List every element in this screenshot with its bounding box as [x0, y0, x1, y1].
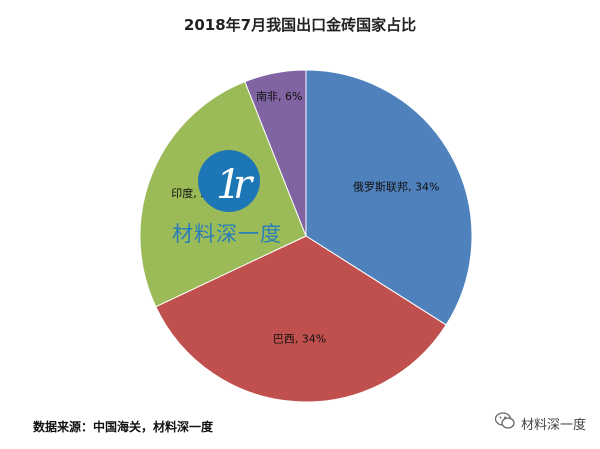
wechat-icon: [494, 412, 515, 434]
pie-slice-0: [305, 69, 473, 326]
watermark-text: 材料深一度: [172, 222, 282, 246]
pie-slice-1: [155, 235, 447, 403]
wechat-badge: 材料深一度: [494, 412, 586, 434]
svg-text:1: 1: [216, 162, 241, 208]
svg-text:r: r: [233, 162, 255, 208]
wechat-account-name: 材料深一度: [520, 417, 586, 433]
slice-label-1: 巴西, 34%: [273, 333, 326, 346]
chart-title: 2018年7月我国出口金砖国家占比: [183, 16, 417, 34]
slice-label-3: 南非, 6%: [256, 90, 302, 103]
watermark-logo-icon: 1 r: [196, 148, 262, 218]
slice-label-0: 俄罗斯联邦, 34%: [353, 180, 439, 193]
pie-slice-3: [244, 69, 307, 237]
source-note: 数据来源：中国海关，材料深一度: [33, 420, 214, 434]
